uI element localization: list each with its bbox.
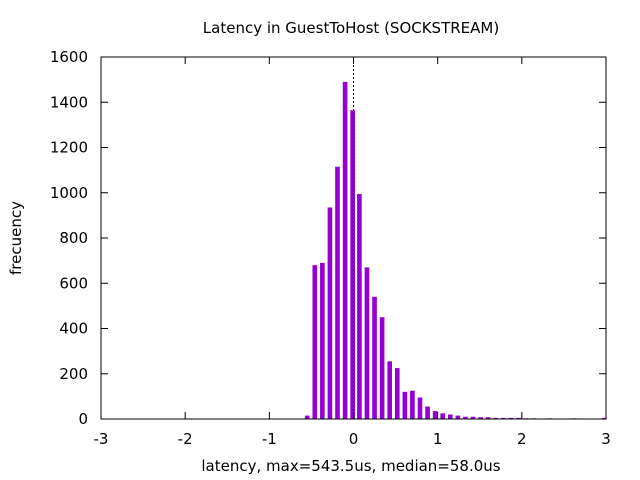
y-tick-label: 400 bbox=[59, 320, 88, 338]
histogram-bar bbox=[379, 317, 385, 419]
histogram-bar bbox=[312, 265, 318, 419]
y-tick-label: 1600 bbox=[50, 48, 88, 66]
x-tick-label: 3 bbox=[601, 430, 611, 448]
histogram-bar bbox=[357, 193, 362, 419]
y-tick-label: 1000 bbox=[50, 184, 88, 202]
bars-group bbox=[304, 81, 607, 420]
histogram-bar bbox=[402, 391, 408, 419]
chart-title: Latency in GuestToHost (SOCKSTREAM) bbox=[203, 19, 499, 37]
x-tick-label: 2 bbox=[517, 430, 527, 448]
histogram-bar bbox=[425, 406, 430, 419]
histogram-bar bbox=[410, 390, 415, 419]
x-tick-label: 0 bbox=[349, 430, 359, 448]
histogram-bar bbox=[394, 368, 400, 419]
histogram-bar bbox=[485, 417, 491, 419]
y-tick-label: 1400 bbox=[50, 93, 88, 111]
histogram-bar bbox=[320, 262, 325, 419]
y-axis-label: frecuency bbox=[7, 201, 25, 275]
histogram-bar bbox=[304, 415, 310, 419]
x-tick-label: -3 bbox=[94, 430, 109, 448]
histogram-bar bbox=[463, 416, 468, 419]
histogram-bar bbox=[493, 417, 499, 419]
histogram-bar bbox=[372, 296, 377, 419]
histogram-bar bbox=[350, 110, 355, 420]
histogram-bar bbox=[470, 416, 476, 419]
y-tick-label: 1200 bbox=[50, 139, 88, 157]
histogram-bar bbox=[335, 166, 340, 419]
histogram-bar bbox=[455, 415, 461, 419]
histogram-bar bbox=[342, 81, 348, 419]
histogram-bar bbox=[516, 417, 521, 419]
histogram-bar bbox=[501, 417, 506, 419]
x-tick-label: -1 bbox=[262, 430, 277, 448]
x-tick-label: 1 bbox=[433, 430, 443, 448]
x-axis-label: latency, max=543.5us, median=58.0us bbox=[201, 457, 500, 475]
histogram-bar bbox=[417, 397, 423, 419]
histogram-bar bbox=[602, 417, 607, 419]
histogram-bar bbox=[327, 207, 333, 419]
histogram-bar bbox=[387, 361, 393, 419]
y-tick-label: 600 bbox=[59, 274, 88, 292]
y-tick-label: 0 bbox=[78, 410, 88, 428]
histogram-bar bbox=[364, 267, 370, 419]
y-tick-label: 800 bbox=[59, 229, 88, 247]
histogram-bar bbox=[508, 417, 514, 419]
histogram-bar bbox=[432, 411, 438, 419]
y-tick-label: 200 bbox=[59, 365, 88, 383]
x-tick-label: -2 bbox=[178, 430, 193, 448]
ticks-group: -3 -2 -1 0 1 2 3 0 200 400 600 800 1000 1200 1400 1600 bbox=[50, 48, 611, 448]
histogram-bar bbox=[478, 417, 483, 419]
histogram-bar bbox=[440, 413, 446, 419]
histogram-bar bbox=[447, 414, 453, 419]
